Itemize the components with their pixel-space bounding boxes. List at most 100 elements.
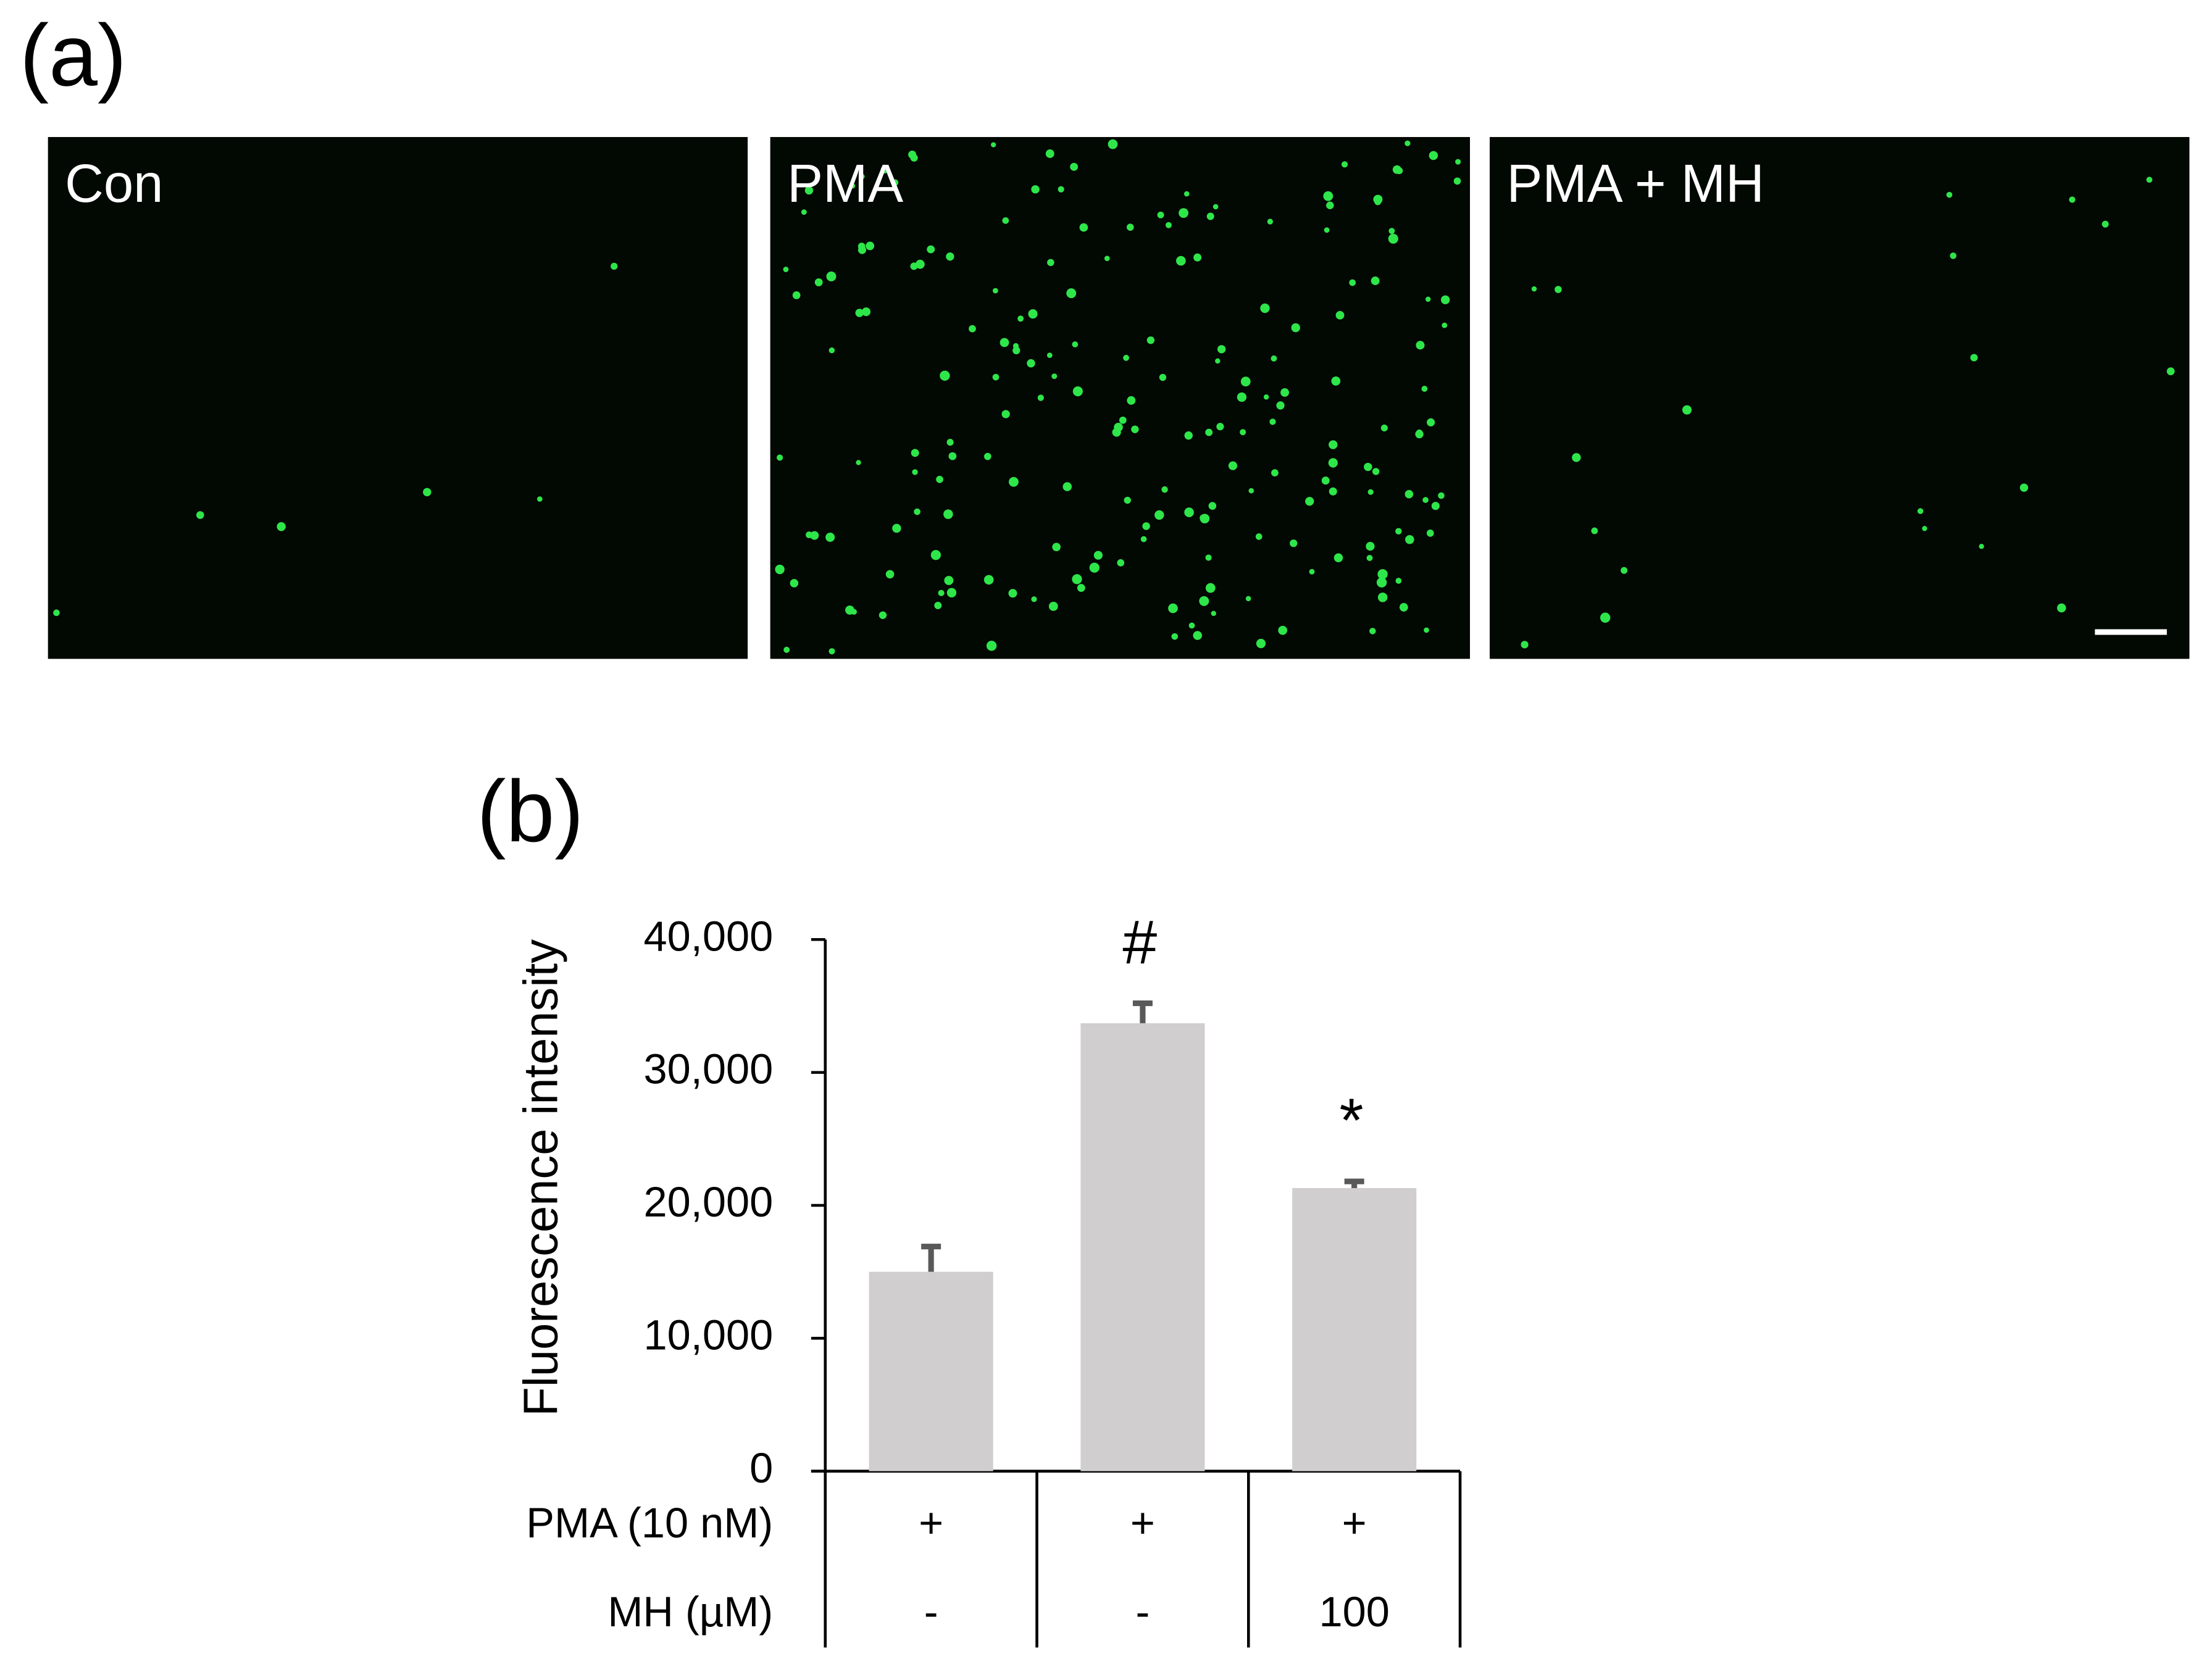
cell-dot bbox=[856, 460, 861, 465]
cell-dot bbox=[1349, 279, 1356, 286]
cell-dot bbox=[1946, 191, 1953, 198]
cell-dot bbox=[1072, 574, 1082, 584]
row-label: PMA (10 nM) bbox=[526, 1499, 773, 1547]
micrograph bbox=[1490, 137, 2190, 659]
cell-dot bbox=[1372, 468, 1380, 475]
cell-dot bbox=[1052, 543, 1061, 552]
cell-dot bbox=[2069, 196, 2076, 203]
cell-dot bbox=[1371, 276, 1380, 285]
cell-dot bbox=[1188, 622, 1195, 629]
cell-dot bbox=[1200, 514, 1210, 524]
cell-dot bbox=[1260, 303, 1270, 314]
cell-dot bbox=[1048, 602, 1058, 611]
cell-dot bbox=[1572, 453, 1581, 462]
cell-dot bbox=[1154, 510, 1164, 520]
cell-dot bbox=[1027, 359, 1035, 368]
cell-dot bbox=[1399, 603, 1408, 612]
cell-dot bbox=[792, 291, 801, 299]
cell-dot bbox=[1159, 373, 1167, 381]
cell-dot bbox=[1329, 440, 1338, 449]
error-bar bbox=[921, 1244, 941, 1272]
cell-dot bbox=[1146, 336, 1155, 344]
cell-dot bbox=[1000, 338, 1009, 347]
cell-dot bbox=[775, 564, 785, 575]
cell-dot bbox=[801, 209, 807, 215]
cell-dot bbox=[1077, 584, 1085, 592]
cell-dot bbox=[1922, 526, 1927, 531]
cell-dot bbox=[1425, 296, 1431, 302]
cell-dot bbox=[196, 511, 204, 519]
cell-dot bbox=[1009, 476, 1019, 487]
cell-dot bbox=[1323, 191, 1333, 201]
cell-dot bbox=[1046, 352, 1053, 359]
cell-dot bbox=[1431, 502, 1440, 510]
cell-dot bbox=[1416, 341, 1425, 350]
bar-chart: 0 10,000 20,000 30,000 40,000 PMA (10 nM) + + + M… bbox=[526, 908, 1462, 1648]
cell-dot bbox=[1002, 217, 1009, 224]
cell-dot bbox=[934, 602, 942, 610]
cell-dot bbox=[885, 570, 895, 579]
cell-dot bbox=[1240, 376, 1251, 387]
cell-dot bbox=[1591, 527, 1598, 534]
micrograph bbox=[770, 137, 1471, 659]
cell-dot bbox=[927, 245, 935, 254]
significance-mark: # bbox=[1122, 908, 1157, 977]
cell-dot bbox=[940, 370, 950, 381]
category-label: 100 bbox=[1319, 1588, 1389, 1636]
cell-dot bbox=[1276, 401, 1285, 410]
cell-dot bbox=[879, 611, 887, 619]
cell-dot bbox=[1216, 423, 1224, 431]
cell-dot bbox=[1367, 489, 1374, 495]
cell-dot bbox=[1012, 343, 1019, 349]
cell-dot bbox=[1237, 392, 1247, 402]
micrograph bbox=[48, 137, 748, 659]
cell-dot bbox=[1422, 497, 1429, 503]
cell-dot bbox=[1240, 429, 1246, 436]
cell-dot bbox=[983, 575, 994, 585]
cell-dot bbox=[1062, 482, 1072, 491]
cell-dot bbox=[1335, 310, 1345, 320]
cell-dot bbox=[1255, 533, 1263, 540]
cell-dot bbox=[810, 531, 819, 540]
cell-dot bbox=[1212, 204, 1219, 210]
cell-dot bbox=[1376, 577, 1387, 588]
cell-dot bbox=[1123, 354, 1129, 361]
cell-dot bbox=[1248, 488, 1254, 494]
cell-dot bbox=[1140, 536, 1147, 543]
cell-dot bbox=[849, 183, 856, 189]
bar bbox=[869, 1271, 993, 1471]
cell-dot bbox=[2101, 220, 2109, 228]
cell-dot bbox=[1269, 418, 1276, 425]
cell-dot bbox=[1208, 502, 1217, 510]
cell-dot bbox=[1176, 256, 1186, 266]
cell-dot bbox=[777, 454, 783, 461]
cell-dot bbox=[1326, 201, 1334, 210]
cell-dot bbox=[1404, 140, 1411, 146]
cell-dot bbox=[866, 241, 875, 251]
cell-dot bbox=[53, 609, 60, 617]
cell-dot bbox=[936, 475, 943, 483]
cell-dot bbox=[1380, 424, 1388, 431]
cell-dot bbox=[969, 325, 976, 333]
cell-dot bbox=[1305, 497, 1314, 506]
cell-dot bbox=[911, 449, 919, 457]
cell-dot bbox=[1442, 322, 1448, 328]
panel-title: PMA + MH bbox=[1506, 154, 1764, 214]
cell-dot bbox=[1017, 315, 1024, 322]
cell-dot bbox=[1045, 149, 1054, 158]
cell-dot bbox=[1426, 530, 1434, 537]
cell-dot bbox=[1205, 554, 1212, 561]
cell-dot bbox=[1165, 222, 1172, 228]
cell-dot bbox=[2166, 367, 2175, 375]
cell-dot bbox=[1104, 256, 1110, 262]
cell-dot bbox=[1278, 625, 1288, 635]
cell-dot bbox=[1333, 553, 1343, 563]
cell-dot bbox=[1621, 567, 1628, 574]
cell-dot bbox=[908, 151, 917, 159]
cell-dot bbox=[814, 278, 823, 286]
cell-dot bbox=[423, 488, 432, 497]
cell-dot bbox=[912, 469, 918, 475]
cell-dot bbox=[1271, 355, 1277, 362]
cell-dot bbox=[1979, 544, 1984, 549]
